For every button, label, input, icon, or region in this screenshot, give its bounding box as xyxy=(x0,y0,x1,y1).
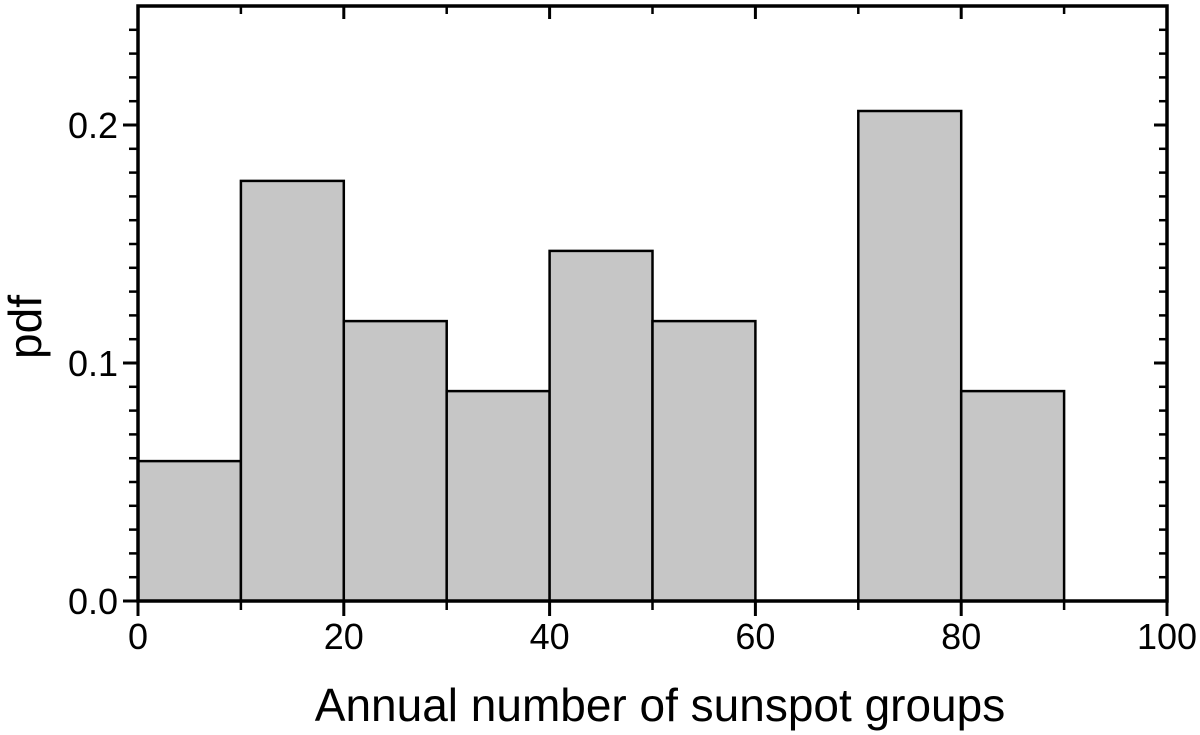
x-axis-title: Annual number of sunspot groups xyxy=(314,679,1006,731)
y-tick-label: 0.1 xyxy=(68,343,118,384)
histogram-bar xyxy=(342,319,448,603)
y-axis-title: pdf xyxy=(0,295,51,359)
x-tick-label: 100 xyxy=(1137,616,1197,657)
x-tick-label: 40 xyxy=(530,616,570,657)
histogram-bar xyxy=(136,459,243,603)
y-tick-label: 0.0 xyxy=(68,581,118,622)
x-tick-label: 20 xyxy=(324,616,364,657)
histogram-bar xyxy=(548,249,654,603)
histogram-bar xyxy=(959,389,1066,603)
histogram-bar xyxy=(651,319,757,603)
histogram-bar xyxy=(239,179,346,603)
x-tick-label: 0 xyxy=(128,616,148,657)
histogram-bar xyxy=(445,389,551,603)
x-tick-label: 80 xyxy=(941,616,981,657)
x-tick-label: 60 xyxy=(735,616,775,657)
plot-frame xyxy=(136,4,1169,603)
histogram-bar xyxy=(857,109,963,603)
y-tick-label: 0.2 xyxy=(68,105,118,146)
